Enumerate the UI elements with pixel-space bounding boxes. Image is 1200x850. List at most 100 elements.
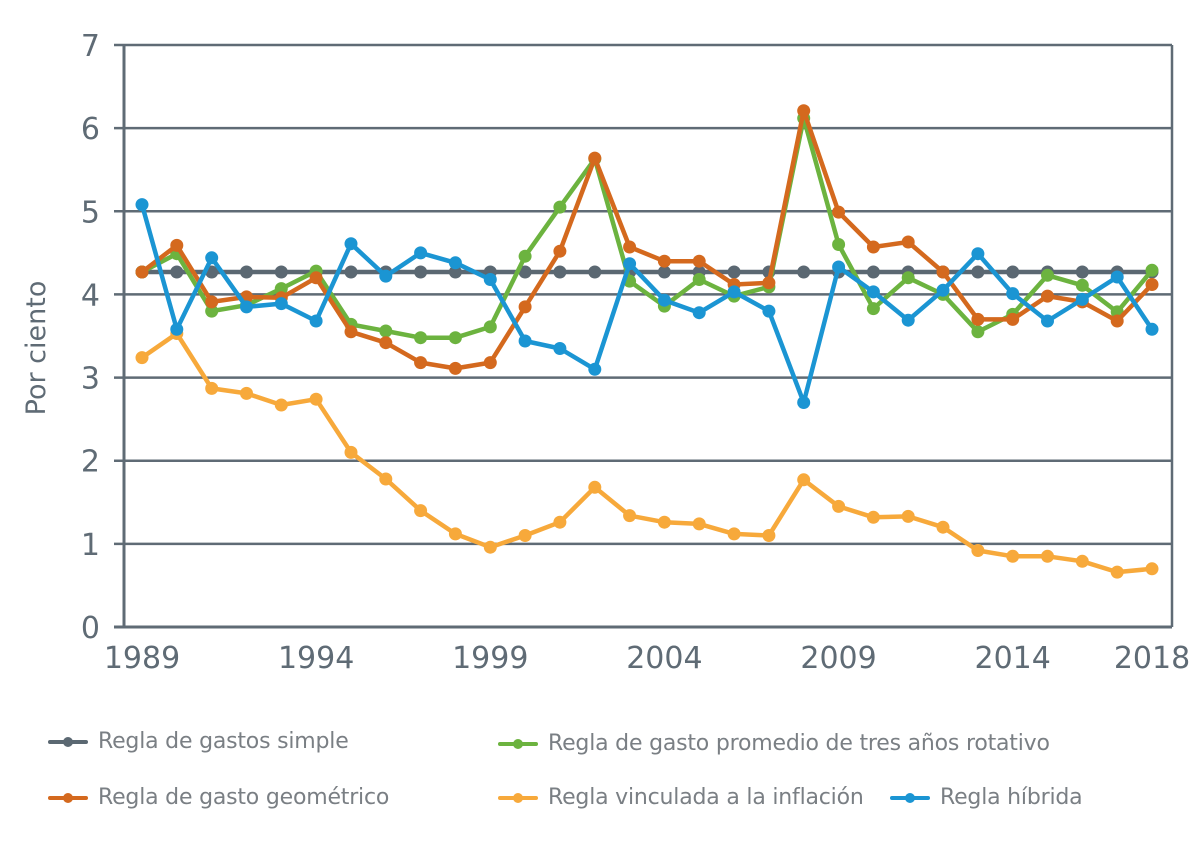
- data-point-geometrico: Regla de gasto geométrico 1998: 3.11: [448, 361, 462, 375]
- data-point-geometrico: Regla de gasto geométrico 2002: 5.64: [588, 151, 602, 165]
- x-tick-label: 2004: [626, 641, 702, 676]
- data-point-promedio: Regla de gasto promedio de tres años rot…: [901, 271, 915, 285]
- legend-label-inflacion: Regla vinculada a la inflación: [548, 785, 864, 810]
- data-point-promedio: Regla de gasto promedio de tres años rot…: [1075, 278, 1089, 292]
- data-point-geometrico: Regla de gasto geométrico 2005: 4.4: [692, 254, 706, 268]
- data-point-inflacion: Regla vinculada a la inflación 1997: 1.4: [414, 504, 428, 518]
- data-point-simple: Regla de gastos simple 2006: 4.27: [727, 265, 741, 279]
- data-point-geometrico: Regla de gasto geométrico 1996: 3.42: [379, 336, 393, 350]
- data-point-promedio: Regla de gasto promedio de tres años rot…: [414, 331, 428, 345]
- data-point-hibrida: Regla híbrida 2003: 4.37: [623, 257, 637, 271]
- legend-label-geometrico: Regla de gasto geométrico: [98, 785, 390, 810]
- x-tick-label: 2018: [1114, 641, 1190, 676]
- data-point-inflacion: Regla vinculada a la inflación 1995: 2.1: [344, 445, 358, 459]
- data-point-geometrico: Regla de gasto geométrico 1999: 3.18: [483, 356, 497, 370]
- data-point-geometrico: Regla de gasto geométrico 2015: 3.98: [1041, 289, 1054, 303]
- data-point-hibrida: Regla híbrida 2001: 3.35: [553, 342, 567, 355]
- data-point-promedio: Regla de gasto promedio de tres años rot…: [553, 200, 567, 214]
- data-point-hibrida: Regla híbrida 2000: 3.44: [518, 334, 532, 348]
- data-point-simple: Regla de gastos simple 2016: 4.27: [1075, 265, 1089, 279]
- data-point-inflacion: Regla vinculada a la inflación 2003: 1.3…: [623, 509, 637, 523]
- data-point-promedio: Regla de gasto promedio de tres años rot…: [1041, 268, 1054, 282]
- legend-item-promedio[interactable]: Regla de gasto promedio de tres años rot…: [498, 731, 1050, 756]
- data-point-hibrida: Regla híbrida 1990: 3.58: [170, 322, 184, 336]
- series-line-promedio: [139, 115, 1155, 340]
- data-point-hibrida: Regla híbrida 2007: 3.8: [762, 304, 776, 318]
- data-point-inflacion: Regla vinculada a la inflación 2005: 1.2…: [692, 517, 706, 531]
- data-point-inflacion: Regla vinculada a la inflación 1998: 1.1…: [448, 527, 462, 541]
- data-point-hibrida: Regla híbrida 2010: 4.03: [866, 285, 880, 299]
- data-point-inflacion: Regla vinculada a la inflación 2018: 0.7: [1145, 562, 1159, 576]
- data-point-inflacion: Regla vinculada a la inflación 2012: 1.2: [936, 520, 950, 534]
- data-point-geometrico: Regla de gasto geométrico 2001: 4.52: [553, 244, 567, 258]
- data-point-hibrida: Regla híbrida 1993: 3.89: [274, 297, 288, 311]
- axes: [114, 45, 1174, 629]
- legend-item-simple[interactable]: Regla de gastos simple: [48, 729, 349, 754]
- data-point-hibrida: Regla híbrida 2011: 3.69: [901, 313, 915, 327]
- legend-label-promedio: Regla de gasto promedio de tres años rot…: [548, 731, 1050, 756]
- data-point-inflacion: Regla vinculada a la inflación 2000: 1.1: [518, 529, 532, 542]
- data-point-inflacion: Regla vinculada a la inflación 2004: 1.2…: [657, 515, 671, 529]
- data-point-simple: Regla de gastos simple 1995: 4.27: [344, 265, 358, 279]
- data-point-geometrico: Regla de gasto geométrico 2003: 4.57: [623, 240, 637, 254]
- data-point-hibrida: Regla híbrida 2015: 3.68: [1041, 314, 1054, 328]
- data-point-geometrico: Regla de gasto geométrico 1989: 4.27: [135, 265, 149, 279]
- data-point-hibrida: Regla híbrida 2006: 4.03: [727, 285, 741, 299]
- data-point-hibrida: Regla híbrida 2008: 2.7: [797, 396, 811, 409]
- data-point-inflacion: Regla vinculada a la inflación 2010: 1.3…: [866, 510, 880, 524]
- data-point-geometrico: Regla de gasto geométrico 2013: 3.7: [971, 312, 985, 326]
- data-point-hibrida: Regla híbrida 1992: 3.85: [240, 300, 253, 314]
- legend-item-geometrico[interactable]: Regla de gasto geométrico: [48, 785, 389, 810]
- data-point-geometrico: Regla de gasto geométrico 2008: 6.21: [797, 104, 811, 118]
- data-point-simple: Regla de gastos simple 2010: 4.27: [866, 265, 880, 279]
- data-point-promedio: Regla de gasto promedio de tres años rot…: [205, 304, 219, 318]
- series-line-hibrida: [139, 202, 1155, 405]
- data-point-hibrida: Regla híbrida 1997: 4.5: [414, 246, 428, 260]
- data-point-hibrida: Regla híbrida 2018: 3.58: [1145, 322, 1159, 336]
- y-tick-label: 6: [81, 112, 100, 147]
- data-point-simple: Regla de gastos simple 2002: 4.27: [588, 265, 602, 279]
- data-point-hibrida: Regla híbrida 1995: 4.61: [344, 237, 358, 251]
- y-tick-label: 7: [81, 29, 100, 64]
- series: Regla de gastos simple 1989: 4.27Regla d…: [135, 104, 1159, 579]
- series-geometrico: Regla de gasto geométrico 1989: 4.27 Regl…: [135, 104, 1159, 375]
- data-point-inflacion: Regla vinculada a la inflación 2002: 1.6…: [588, 480, 602, 494]
- data-point-simple: Regla de gastos simple 2008: 4.27: [797, 265, 811, 279]
- x-tick-label: 1999: [452, 641, 528, 676]
- legend-marker: [63, 792, 73, 803]
- data-point-inflacion: Regla vinculada a la inflación 1991: 2.8…: [205, 381, 219, 395]
- legend-item-hibrida[interactable]: Regla híbrida: [890, 785, 1083, 810]
- data-point-inflacion: Regla vinculada a la inflación 2009: 1.4…: [832, 499, 846, 513]
- data-point-simple: Regla de gastos simple 1992: 4.27: [240, 265, 253, 279]
- data-point-geometrico: Regla de gasto geométrico 2010: 4.57: [866, 240, 880, 254]
- data-point-hibrida: Regla híbrida 2009: 4.33: [832, 260, 846, 274]
- data-point-inflacion: Regla vinculada a la inflación 1994: 2.7…: [309, 392, 323, 406]
- data-point-geometrico: Regla de gasto geométrico 2004: 4.4: [657, 254, 671, 268]
- data-point-hibrida: Regla híbrida 2017: 4.21: [1110, 270, 1124, 284]
- data-point-geometrico: Regla de gasto geométrico 1990: 4.59: [170, 238, 184, 252]
- legend-item-inflacion[interactable]: Regla vinculada a la inflación: [498, 785, 864, 810]
- data-point-simple: Regla de gastos simple 1990: 4.27: [170, 265, 184, 279]
- data-point-inflacion: Regla vinculada a la inflación 1989: 3.2…: [135, 351, 149, 365]
- y-tick-label: 5: [81, 195, 100, 230]
- data-point-simple: Regla de gastos simple 2014: 4.27: [1006, 265, 1020, 279]
- y-tick-label: 0: [81, 611, 100, 646]
- data-point-hibrida: Regla híbrida 1999: 4.18: [483, 273, 497, 286]
- data-point-inflacion: Regla vinculada a la inflación 2017: 0.6…: [1110, 565, 1124, 579]
- data-point-inflacion: Regla vinculada a la inflación 2015: 0.8…: [1041, 549, 1054, 563]
- data-point-geometrico: Regla de gasto geométrico 2009: 4.99: [832, 205, 846, 219]
- data-point-hibrida: Regla híbrida 1991: 4.44: [205, 251, 219, 265]
- data-point-geometrico: Regla de gasto geométrico 2018: 4.12: [1145, 278, 1159, 291]
- legend-marker: [905, 792, 915, 803]
- data-point-promedio: Regla de gasto promedio de tres años rot…: [866, 302, 880, 316]
- data-point-hibrida: Regla híbrida 1998: 4.38: [448, 256, 462, 270]
- data-point-promedio: Regla de gasto promedio de tres años rot…: [448, 331, 462, 345]
- data-point-geometrico: Regla de gasto geométrico 2017: 3.68: [1110, 314, 1124, 328]
- data-point-geometrico: Regla de gasto geométrico 2007: 4.14: [762, 276, 776, 290]
- data-point-hibrida: Regla híbrida 2016: 3.94: [1075, 292, 1089, 306]
- data-point-inflacion: Regla vinculada a la inflación 1992: 2.8…: [240, 386, 253, 400]
- series-line-inflacion: [139, 331, 1155, 575]
- data-point-inflacion: Regla vinculada a la inflación 2007: 1.1: [762, 529, 776, 542]
